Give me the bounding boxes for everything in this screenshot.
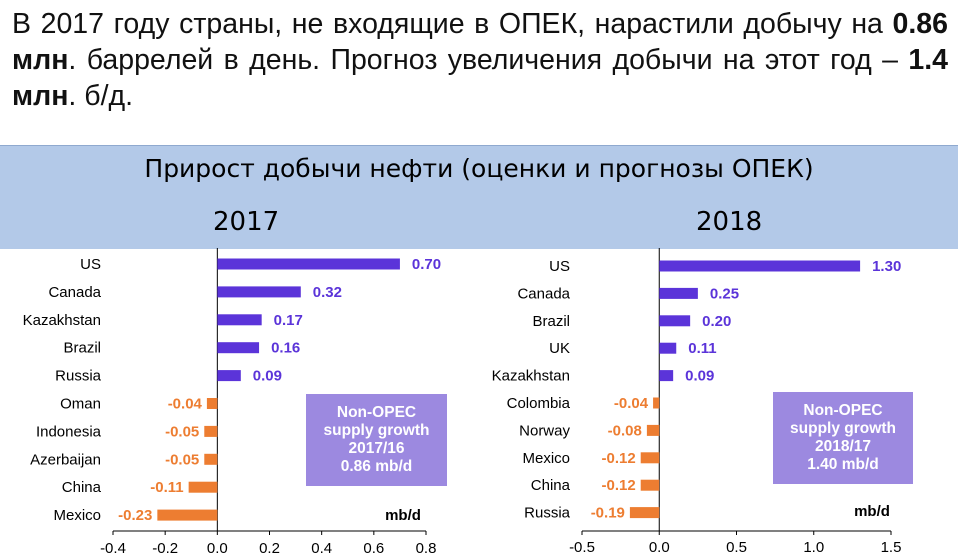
x-tick-label: 0.0 xyxy=(649,539,670,556)
year-band: 2017 2018 xyxy=(0,199,958,249)
data-label: -0.12 xyxy=(602,450,636,467)
data-label: -0.04 xyxy=(168,396,203,413)
summary-box-line: 1.40 mb/d xyxy=(807,456,879,473)
x-tick-label: -0.2 xyxy=(152,540,178,557)
bar xyxy=(204,453,218,465)
summary-box-2018: Non-OPEC supply growth 2018/17 1.40 mb/d xyxy=(773,392,913,484)
data-label: 0.09 xyxy=(685,368,714,385)
bar xyxy=(659,370,674,382)
data-label: -0.19 xyxy=(591,505,625,522)
data-label: 0.17 xyxy=(274,312,303,329)
headline-bold-1: 0.86 млн xyxy=(12,8,948,76)
bar xyxy=(217,370,241,382)
bar xyxy=(659,260,861,272)
category-label: Azerbaijan xyxy=(30,451,101,468)
data-label: -0.11 xyxy=(150,479,183,496)
category-label: China xyxy=(531,477,571,494)
category-label: Russia xyxy=(55,368,102,385)
data-label: -0.05 xyxy=(165,423,199,440)
category-label: US xyxy=(80,256,101,273)
bar xyxy=(646,424,660,436)
category-label: Indonesia xyxy=(36,423,102,440)
category-label: Canada xyxy=(517,285,570,302)
bar xyxy=(659,342,677,354)
data-label: -0.04 xyxy=(614,395,649,412)
headline: В 2017 году страны, не входящие в ОПЕК, … xyxy=(12,6,948,114)
bar xyxy=(640,452,660,464)
headline-bold-2: 1.4 млн xyxy=(12,44,948,112)
headline-text-1: В 2017 году страны, не входящие в ОПЕК, … xyxy=(12,8,893,40)
summary-box-line: 2017/16 xyxy=(348,440,405,457)
category-label: Oman xyxy=(60,396,101,413)
x-tick-label: 0.0 xyxy=(207,540,228,557)
bar xyxy=(629,507,660,519)
category-label: US xyxy=(549,258,570,275)
headline-text-2: . баррелей в день. Прогноз увеличения до… xyxy=(68,44,909,76)
summary-box-line: Non-OPEC xyxy=(336,404,417,421)
bar xyxy=(206,398,218,409)
x-tick-label: 0.4 xyxy=(311,540,332,557)
data-label: -0.08 xyxy=(608,422,642,439)
bar xyxy=(217,258,400,270)
x-tick-label: 0.5 xyxy=(726,539,747,556)
data-label: 0.20 xyxy=(702,313,731,330)
data-label: 0.70 xyxy=(412,256,441,273)
data-label: 1.30 xyxy=(872,258,901,275)
bar xyxy=(640,479,660,491)
category-label: Russia xyxy=(524,505,571,522)
summary-box-line: Non-OPEC xyxy=(803,402,883,419)
x-tick-label: 0.2 xyxy=(259,540,280,557)
bar xyxy=(659,287,698,299)
chart-band-title-text: Прирост добычи нефти (оценки и прогнозы … xyxy=(144,154,814,183)
bar xyxy=(188,481,218,493)
data-label: -0.05 xyxy=(165,451,199,468)
bar xyxy=(217,286,301,298)
category-label: Mexico xyxy=(53,507,101,524)
category-label: Brazil xyxy=(63,340,101,357)
category-label: Norway xyxy=(519,422,570,439)
year-label-left: 2017 xyxy=(213,207,280,237)
data-label: -0.23 xyxy=(118,507,152,524)
category-label: UK xyxy=(549,340,570,357)
data-label: -0.12 xyxy=(602,477,636,494)
x-tick-label: 0.6 xyxy=(363,540,384,557)
x-tick-label: 0.8 xyxy=(416,540,437,557)
data-label: 0.16 xyxy=(271,340,300,357)
data-label: 0.09 xyxy=(253,368,282,385)
x-tick-label: -0.5 xyxy=(569,539,595,556)
summary-box-line: supply growth xyxy=(790,420,896,437)
category-label: Kazakhstan xyxy=(23,312,101,329)
bar xyxy=(217,342,260,354)
summary-box-line: 2018/17 xyxy=(814,438,872,455)
unit-label: mb/d xyxy=(385,507,421,524)
category-label: Brazil xyxy=(532,313,570,330)
data-label: 0.32 xyxy=(313,284,342,301)
category-label: China xyxy=(62,479,102,496)
bar xyxy=(217,314,262,326)
unit-label: mb/d xyxy=(854,503,890,520)
x-tick-label: 1.0 xyxy=(803,539,824,556)
category-label: Canada xyxy=(48,284,101,301)
bar xyxy=(204,425,218,437)
x-tick-label: -0.4 xyxy=(100,540,126,557)
bar xyxy=(659,315,691,327)
bar xyxy=(157,509,218,521)
category-label: Mexico xyxy=(522,450,570,467)
summary-box-2017: Non-OPEC supply growth 2017/16 0.86 mb/d xyxy=(306,394,447,486)
bar xyxy=(653,397,660,409)
summary-box-line: 0.86 mb/d xyxy=(340,458,413,475)
year-label-right: 2018 xyxy=(696,207,763,237)
data-label: 0.11 xyxy=(688,340,716,357)
x-tick-label: 1.5 xyxy=(881,539,902,556)
category-label: Kazakhstan xyxy=(492,368,570,385)
summary-box-line: supply growth xyxy=(323,422,430,439)
data-label: 0.25 xyxy=(710,285,739,302)
headline-text-3: . б/д. xyxy=(68,80,134,112)
category-label: Colombia xyxy=(507,395,571,412)
